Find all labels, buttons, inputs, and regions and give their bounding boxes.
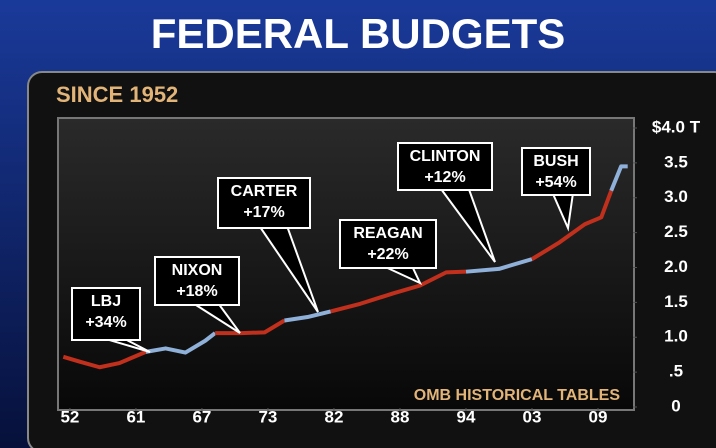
callout: NIXON +18%: [154, 256, 241, 334]
callout-name: LBJ: [91, 293, 121, 310]
line: [609, 164, 628, 192]
subtitle: SINCE 1952: [56, 82, 178, 107]
y-tick-label: 0: [671, 396, 680, 415]
x-tick-label: 82: [324, 407, 343, 426]
callout-name: NIXON: [172, 262, 223, 279]
line: [465, 257, 533, 274]
callout-box: [71, 287, 141, 341]
y-tick-label: .5: [669, 362, 683, 381]
callout-change: +17%: [243, 204, 284, 221]
line: [284, 309, 332, 323]
callout: CARTER +17%: [217, 177, 319, 313]
line: [145, 331, 217, 355]
y-tick-label: 1.0: [664, 327, 688, 346]
x-tick-label: 67: [192, 407, 211, 426]
source: OMB HISTORICAL TABLES: [414, 387, 621, 404]
x-tick-label: 61: [126, 407, 145, 426]
callout: CLINTON +12%: [397, 142, 496, 263]
callout-change: +54%: [535, 174, 576, 191]
chart-title: FEDERAL BUDGETS: [151, 10, 566, 57]
x-tick-label: 73: [258, 407, 277, 426]
callout-name: BUSH: [533, 153, 578, 170]
line: [330, 269, 467, 314]
callout-box: [397, 142, 493, 191]
x-tick-label: 03: [523, 407, 542, 426]
callout-box: [217, 177, 311, 229]
callout-box: [521, 147, 591, 196]
x-tick-label: 09: [589, 407, 608, 426]
y-tick-label: 2.5: [664, 222, 688, 241]
y-tick-label: 1.5: [664, 292, 688, 311]
y-tick-label: 3.0: [664, 187, 688, 206]
x-tick-label: 52: [60, 407, 79, 426]
callout-name: REAGAN: [353, 225, 422, 242]
callout: REAGAN +22%: [339, 219, 437, 286]
callout-box: [339, 219, 437, 269]
callout-change: +12%: [424, 169, 465, 186]
y-tick-label: 2.0: [664, 257, 688, 276]
line: [215, 318, 286, 336]
x-tick-label: 94: [457, 407, 476, 426]
callout-change: +34%: [85, 314, 126, 331]
line: [62, 350, 147, 370]
callout-name: CARTER: [231, 183, 298, 200]
y-tick-label: $4.0 T: [652, 117, 701, 136]
callout-change: +18%: [176, 283, 217, 300]
callout: BUSH +54%: [521, 147, 591, 232]
line: [530, 190, 614, 261]
y-tick-label: 3.5: [664, 152, 688, 171]
callout: LBJ +34%: [71, 287, 151, 353]
callout-change: +22%: [367, 246, 408, 263]
x-tick-label: 88: [390, 407, 409, 426]
callout-name: CLINTON: [410, 148, 481, 165]
callout-box: [154, 256, 240, 306]
